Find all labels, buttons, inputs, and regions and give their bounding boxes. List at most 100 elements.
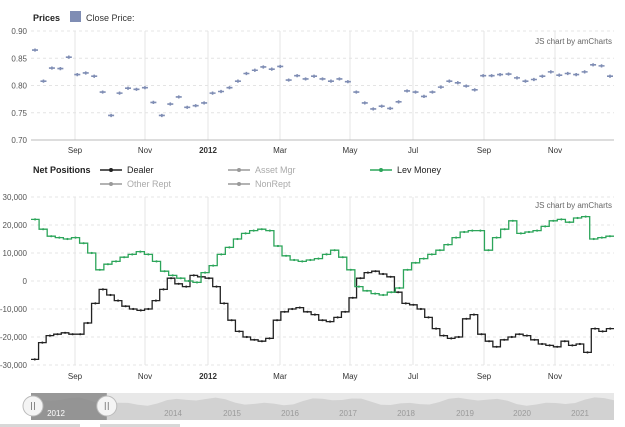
period-scrollbar[interactable]: 2012 2014 2015 2016 2017 2018 2019 2020 2021 <box>22 393 614 420</box>
close-price-point[interactable] <box>497 73 504 77</box>
close-price-point[interactable] <box>505 72 512 76</box>
close-price-point[interactable] <box>522 79 529 83</box>
close-price-point[interactable] <box>294 74 301 78</box>
close-price-point[interactable] <box>311 74 318 78</box>
close-price-point[interactable] <box>175 95 182 99</box>
close-price-point[interactable] <box>150 100 157 104</box>
close-price-point[interactable] <box>74 73 81 77</box>
prices-credits[interactable]: JS chart by amCharts <box>535 37 612 46</box>
close-price-point[interactable] <box>437 85 444 89</box>
legend-item-lev-money[interactable]: Lev Money <box>370 165 442 175</box>
bottom-control-right[interactable] <box>100 424 180 427</box>
close-price-point[interactable] <box>234 79 241 83</box>
series-line-dealer[interactable] <box>31 270 614 361</box>
close-price-point[interactable] <box>404 89 411 93</box>
close-price-point[interactable] <box>251 68 258 72</box>
close-price-point[interactable] <box>158 113 165 118</box>
close-price-point[interactable] <box>167 102 174 106</box>
legend-label[interactable]: Other Rept <box>127 179 172 189</box>
series-point <box>124 305 127 308</box>
close-price-point[interactable] <box>319 77 326 81</box>
close-price-point[interactable] <box>82 71 89 75</box>
close-price-point[interactable] <box>327 79 334 83</box>
close-price-point[interactable] <box>361 101 368 105</box>
legend-item-dealer[interactable]: Dealer <box>100 165 154 175</box>
close-price-point[interactable] <box>480 74 487 78</box>
series-line-lev-money[interactable] <box>31 215 614 296</box>
close-price-point[interactable] <box>564 71 571 76</box>
legend-label[interactable]: Lev Money <box>397 165 442 175</box>
close-price-point[interactable] <box>184 105 191 109</box>
close-price-point[interactable] <box>378 104 385 108</box>
close-price-point[interactable] <box>344 80 351 84</box>
close-price-point[interactable] <box>268 67 275 71</box>
close-price-point[interactable] <box>192 104 199 108</box>
close-price-point[interactable] <box>556 73 563 77</box>
close-price-point[interactable] <box>573 73 580 77</box>
close-price-point[interactable] <box>598 64 605 68</box>
close-price-point[interactable] <box>125 86 132 90</box>
close-price-point[interactable] <box>99 90 106 94</box>
close-price-point[interactable] <box>513 76 520 80</box>
close-price-point[interactable] <box>387 106 394 110</box>
series-point <box>480 333 483 336</box>
close-price-point[interactable] <box>133 87 140 91</box>
close-price-point[interactable] <box>48 66 55 70</box>
close-price-point[interactable] <box>141 86 148 90</box>
close-price-point[interactable] <box>547 70 554 74</box>
close-price-point[interactable] <box>530 77 537 82</box>
scrollbar-right-grip[interactable] <box>96 395 118 417</box>
series-point <box>275 319 279 322</box>
legend-item-asset-mgr[interactable]: Asset Mgr <box>228 165 296 175</box>
close-price-point[interactable] <box>454 81 461 85</box>
series-point <box>571 344 574 347</box>
close-price-point[interactable] <box>370 107 377 111</box>
scrollbar-selection[interactable] <box>31 393 107 420</box>
series-point <box>131 253 134 256</box>
close-price-point[interactable] <box>463 84 470 88</box>
close-price-point[interactable] <box>40 79 47 83</box>
legend-item-other-rept[interactable]: Other Rept <box>100 179 172 189</box>
legend-item-nonrept[interactable]: NonRept <box>228 179 291 189</box>
legend-label[interactable]: NonRept <box>255 179 291 189</box>
series-point <box>253 338 256 341</box>
close-price-point[interactable] <box>57 67 64 71</box>
close-price-point[interactable] <box>488 74 495 78</box>
close-price-point[interactable] <box>539 74 546 78</box>
prices-x-tick-label: May <box>342 146 357 155</box>
close-price-point[interactable] <box>446 79 453 83</box>
close-price-point[interactable] <box>353 90 360 94</box>
close-price-point[interactable] <box>420 94 427 98</box>
series-point <box>374 292 377 295</box>
close-price-legend-label[interactable]: Close Price: <box>86 13 135 23</box>
net-positions-credits[interactable]: JS chart by amCharts <box>535 201 612 210</box>
close-price-point[interactable] <box>226 86 233 90</box>
close-price-point[interactable] <box>395 100 402 104</box>
close-price-point[interactable] <box>581 70 588 74</box>
legend-label[interactable]: Asset Mgr <box>255 165 296 175</box>
close-price-point[interactable] <box>116 91 123 95</box>
bottom-control-left[interactable] <box>0 424 80 427</box>
close-price-point[interactable] <box>209 91 216 95</box>
close-price-point[interactable] <box>471 88 478 92</box>
close-price-point[interactable] <box>302 77 309 81</box>
close-price-point[interactable] <box>65 55 72 59</box>
net-positions-y-tick-label: 0 <box>23 277 28 286</box>
close-price-point[interactable] <box>285 78 292 82</box>
close-price-legend-swatch[interactable] <box>70 11 81 22</box>
scrollbar-left-grip[interactable] <box>22 395 44 417</box>
close-price-point[interactable] <box>32 48 38 52</box>
legend-label[interactable]: Dealer <box>127 165 154 175</box>
close-price-point[interactable] <box>336 77 343 81</box>
close-price-point[interactable] <box>108 113 115 118</box>
close-price-point[interactable] <box>243 71 250 76</box>
close-price-point[interactable] <box>218 89 225 94</box>
close-price-point[interactable] <box>260 65 267 69</box>
close-price-point[interactable] <box>277 64 284 69</box>
close-price-point[interactable] <box>607 74 613 78</box>
close-price-point[interactable] <box>412 90 419 94</box>
close-price-point[interactable] <box>429 90 436 94</box>
close-price-point[interactable] <box>590 63 597 67</box>
close-price-point[interactable] <box>91 74 98 78</box>
close-price-point[interactable] <box>201 101 208 105</box>
